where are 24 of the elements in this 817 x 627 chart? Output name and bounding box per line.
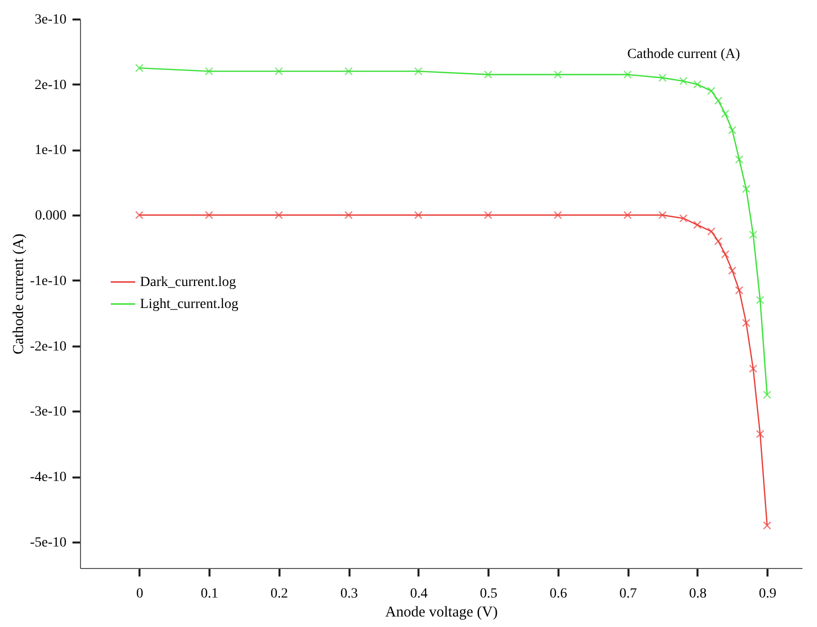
y-tick-label: 3e-10: [34, 12, 66, 28]
x-tick-label: 0.7: [619, 586, 637, 602]
legend-label: Light_current.log: [140, 297, 238, 312]
x-tick-label: 0.8: [689, 586, 707, 602]
x-tick-label: 0.9: [758, 586, 776, 602]
x-tick-label: 0.6: [550, 586, 568, 602]
x-tick-label: 0.2: [270, 586, 288, 602]
x-tick-label: 0.5: [480, 586, 498, 602]
y-tick-label: 0.000: [35, 208, 66, 224]
y-axis-title: Cathode current (A): [10, 234, 27, 354]
x-tick-label: 0.1: [200, 586, 218, 602]
y-tick-label: -3e-10: [30, 404, 66, 420]
y-tick-label: -5e-10: [30, 535, 66, 550]
y-tick-label: -1e-10: [30, 274, 66, 289]
x-tick-label: 0.3: [340, 586, 358, 602]
y-tick-label: 1e-10: [34, 143, 66, 158]
y-tick-label: -4e-10: [30, 470, 66, 485]
y-tick-label: -2e-10: [30, 339, 66, 354]
x-axis-title: Anode voltage (V): [385, 604, 498, 620]
x-tick-label: 0: [136, 586, 144, 602]
x-tick-label: 0.4: [410, 586, 428, 602]
annotation: Cathode current (A): [627, 47, 740, 62]
y-tick-label: 2e-10: [34, 78, 66, 93]
legend-label: Dark_current.log: [140, 275, 236, 290]
